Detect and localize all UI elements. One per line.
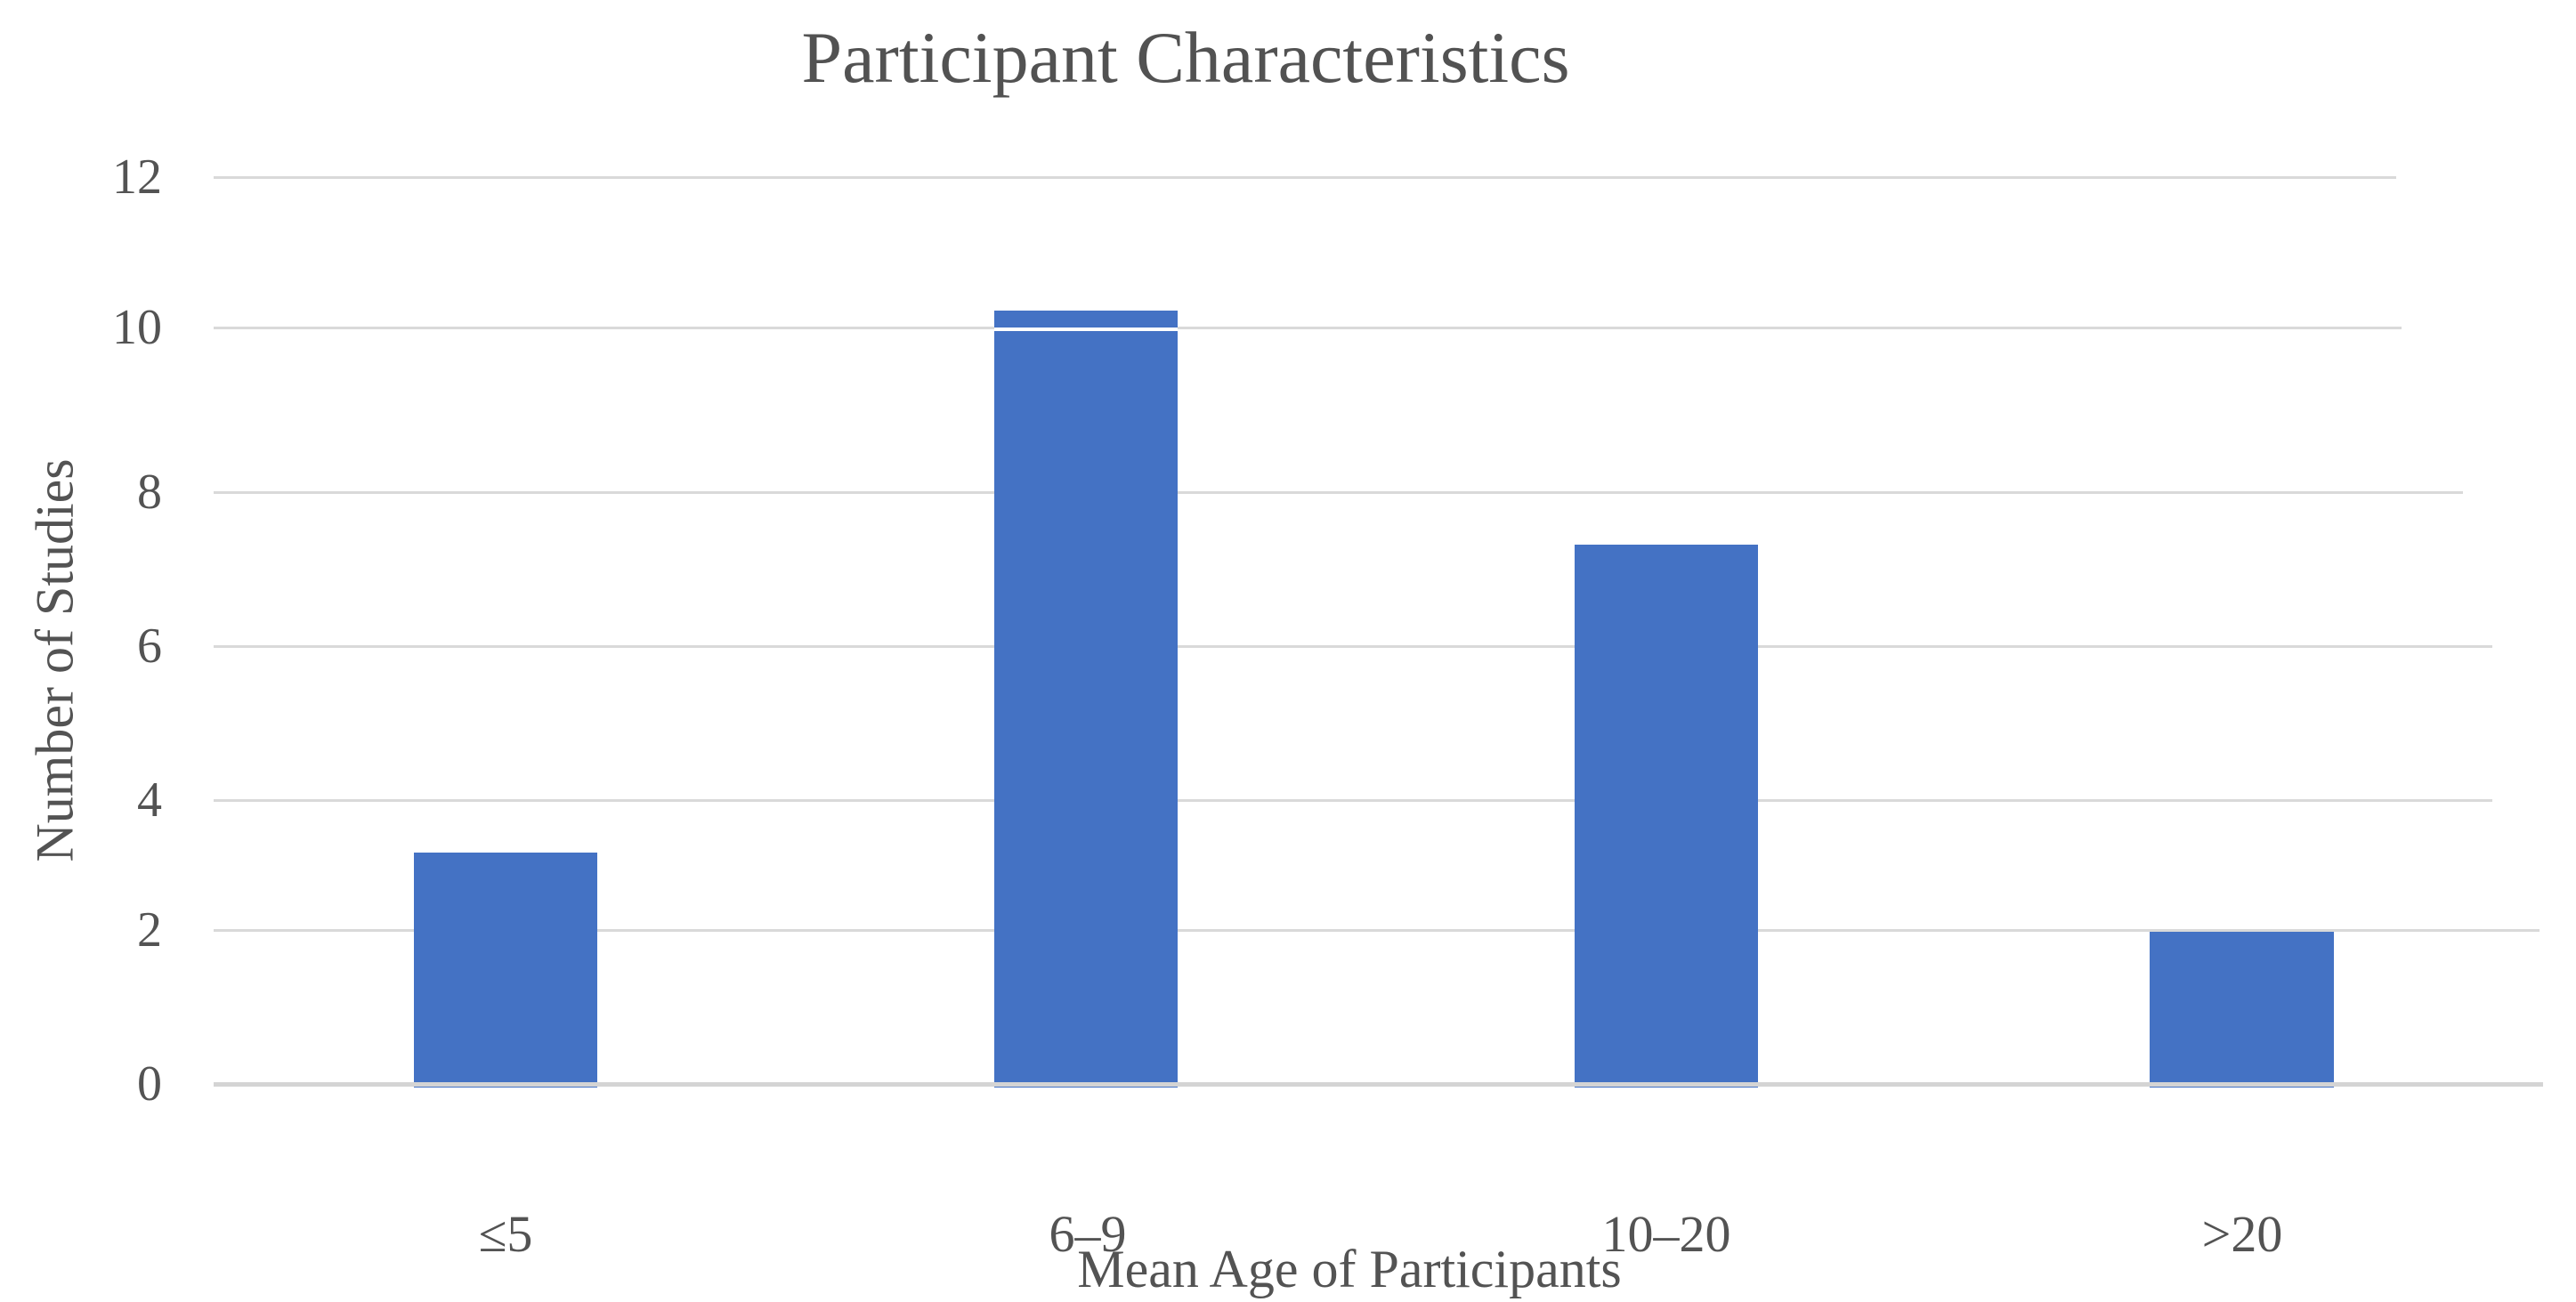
y-tick-label-0: 0 (137, 1056, 162, 1112)
bar-10–20 (1575, 545, 1758, 1088)
x-tick-label: ≤5 (478, 1205, 533, 1263)
bar-6–9 (994, 311, 1178, 1088)
gridline-12 (214, 176, 2396, 179)
x-tick-label: 6–9 (1049, 1205, 1127, 1263)
y-tick-label-4: 4 (137, 772, 162, 828)
white-gridline-over-bar (994, 328, 1178, 331)
y-tick-label-12: 12 (112, 150, 162, 205)
gridline-8 (214, 491, 2463, 494)
gridline-6 (214, 645, 2492, 648)
y-tick-label-10: 10 (112, 300, 162, 355)
bar-≤5 (414, 853, 597, 1088)
y-tick-label-8: 8 (137, 465, 162, 520)
y-tick-label-2: 2 (137, 902, 162, 958)
gridline-4 (214, 799, 2492, 802)
x-tick-label: 10–20 (1601, 1205, 1731, 1263)
gridline-10 (214, 327, 2402, 329)
x-tick-label: >20 (2201, 1205, 2283, 1263)
x-axis-title: Mean Age of Participants (1077, 1240, 1622, 1298)
gridline-2 (214, 929, 2540, 932)
y-tick-label-6: 6 (137, 619, 162, 674)
x-axis-line (214, 1082, 2543, 1087)
chart-title: Participant Characteristics (801, 17, 1570, 98)
bar->20 (2150, 932, 2334, 1088)
